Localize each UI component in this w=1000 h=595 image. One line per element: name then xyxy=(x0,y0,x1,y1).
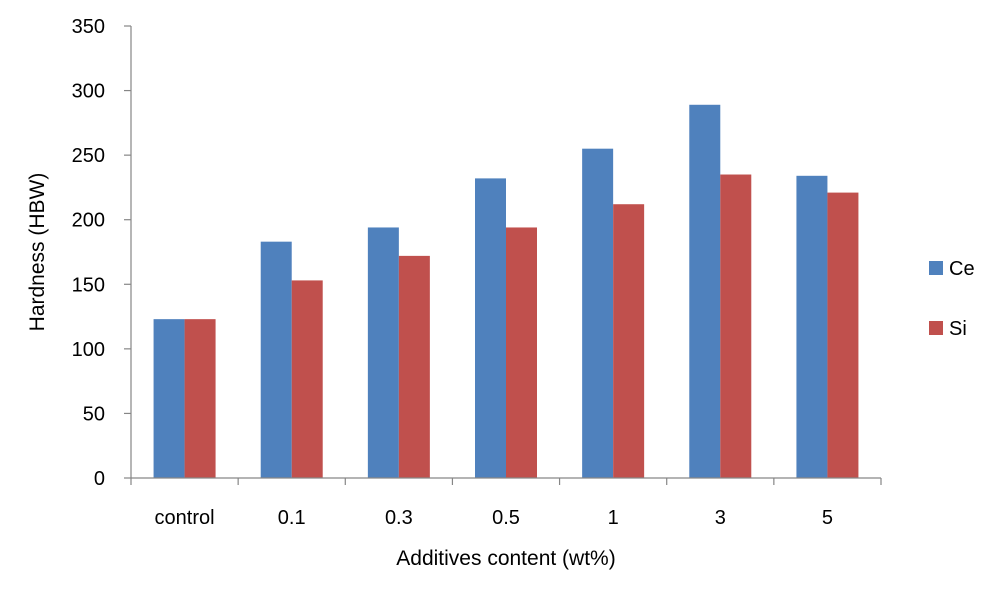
legend-swatch-ce xyxy=(929,261,943,275)
y-tick-label: 0 xyxy=(94,468,105,490)
x-axis-title: Additives content (wt%) xyxy=(396,547,615,570)
x-axis-ticks: control 0.1 0.3 0.5 1 3 5 xyxy=(130,478,882,529)
x-tick-label: 0.3 xyxy=(385,507,413,529)
legend-label-si: Si xyxy=(949,318,967,340)
legend: Ce Si xyxy=(929,258,975,340)
x-tick-label: 1 xyxy=(608,507,619,529)
y-axis-title: Hardness (HBW) xyxy=(26,173,49,332)
y-axis-ticks: 0 50 100 150 200 250 300 350 xyxy=(72,16,131,490)
bar-ce-0.5 xyxy=(475,178,506,479)
bar-ce-0.3 xyxy=(367,227,399,478)
x-tick-label: 3 xyxy=(715,507,726,529)
y-tick-label: 50 xyxy=(83,403,105,425)
y-tick-label: 350 xyxy=(72,16,105,38)
bar-ce-1 xyxy=(582,148,614,478)
plot-area: 0 50 100 150 200 250 300 350 control 0.1 0.3 0.5 1 3… xyxy=(72,16,882,529)
legend-label-ce: Ce xyxy=(949,258,975,280)
bar-si-0.3 xyxy=(398,255,430,478)
x-tick-label: 0.1 xyxy=(278,507,306,529)
axes xyxy=(130,26,881,479)
bar-ce-control xyxy=(153,319,185,478)
x-tick-label: 0.5 xyxy=(492,507,520,529)
bar-si-0.5 xyxy=(506,227,537,478)
bar-si-5 xyxy=(827,192,859,478)
bar-si-0.1 xyxy=(291,280,323,478)
y-tick-label: 100 xyxy=(72,339,105,361)
bar-ce-3 xyxy=(689,104,721,478)
bars xyxy=(153,104,859,479)
x-tick-label: control xyxy=(155,507,215,529)
legend-swatch-si xyxy=(929,321,943,335)
bar-ce-0.1 xyxy=(260,241,292,478)
bar-si-3 xyxy=(720,174,752,478)
y-tick-label: 250 xyxy=(72,145,105,167)
y-tick-label: 200 xyxy=(72,210,105,232)
bar-si-control xyxy=(184,319,216,478)
x-tick-label: 5 xyxy=(822,507,833,529)
y-tick-label: 150 xyxy=(72,274,105,296)
y-tick-label: 300 xyxy=(72,81,105,103)
bar-si-1 xyxy=(613,204,645,478)
bar-ce-5 xyxy=(796,175,828,478)
